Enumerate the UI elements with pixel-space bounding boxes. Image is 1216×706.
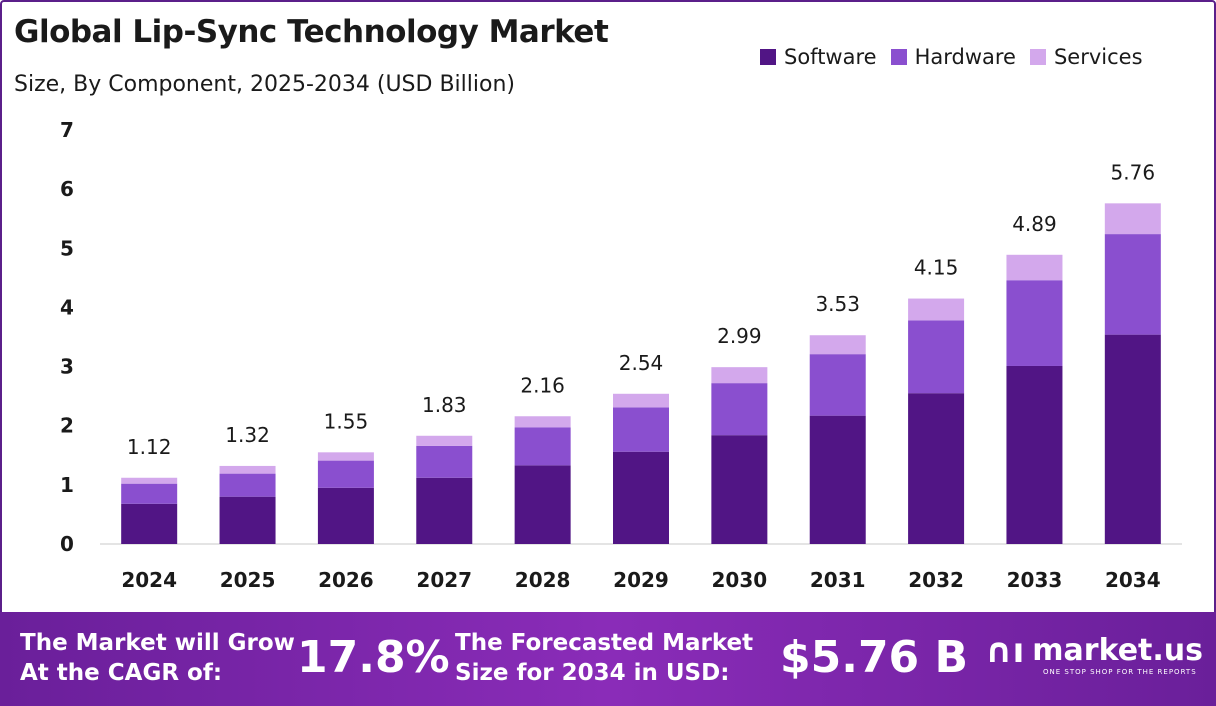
y-tick-label: 0: [60, 532, 74, 556]
bar-segment-hardware: [514, 427, 571, 466]
x-tick-label: 2027: [416, 568, 472, 592]
y-tick-label: 3: [60, 355, 74, 379]
bar-segment-hardware: [416, 445, 473, 478]
x-tick-label: 2030: [712, 568, 768, 592]
y-tick-label: 7: [60, 118, 74, 142]
data-label-total: 1.83: [422, 393, 467, 417]
cagr-label: The Market will Grow At the CAGR of:: [20, 630, 295, 686]
legend-swatch-services: [1029, 49, 1046, 65]
brand-logo: ∩ı market.us ONE STOP SHOP FOR THE REPOR…: [985, 631, 1204, 676]
x-tick-label: 2026: [318, 568, 374, 592]
bar-segment-hardware: [1104, 234, 1161, 335]
data-label-total: 2.16: [520, 373, 565, 397]
bar-segment-software: [219, 496, 276, 544]
data-label-total: 2.54: [619, 351, 664, 375]
bar-segment-software: [317, 487, 374, 544]
bar-segment-services: [908, 298, 965, 321]
data-label-total: 1.12: [127, 435, 172, 459]
bar-segment-services: [416, 435, 473, 446]
bar-segment-services: [1104, 203, 1161, 235]
bar-segment-software: [908, 393, 965, 544]
bar-segment-software: [809, 415, 866, 544]
forecast-label: The Forecasted Market Size for 2034 in U…: [455, 630, 754, 686]
legend: Software Hardware Services: [760, 45, 1143, 69]
bar-segment-software: [416, 477, 473, 544]
x-tick-label: 2028: [515, 568, 571, 592]
legend-label-services: Services: [1053, 45, 1143, 69]
data-label-total: 2.99: [717, 324, 762, 348]
bar-segment-services: [1006, 254, 1063, 281]
brand-logo-icon: ∩ı: [985, 631, 1025, 671]
bar-segment-services: [514, 416, 571, 428]
bar-segment-hardware: [1006, 280, 1063, 366]
bar-segment-software: [711, 435, 768, 544]
bar-segment-services: [317, 452, 374, 461]
bar-segment-services: [711, 367, 768, 384]
legend-item-software: Software: [760, 45, 877, 69]
bar-segment-services: [613, 393, 669, 408]
legend-item-services: Services: [1029, 45, 1143, 69]
x-tick-label: 2033: [1007, 568, 1063, 592]
x-tick-label: 2025: [220, 568, 276, 592]
chart-subtitle: Size, By Component, 2025-2034 (USD Billi…: [14, 72, 515, 97]
bar-segment-software: [1006, 365, 1063, 544]
bar-segment-software: [514, 465, 571, 544]
brand-tagline: ONE STOP SHOP FOR THE REPORTS: [1043, 668, 1197, 676]
bar-segment-services: [809, 335, 866, 355]
cagr-value: 17.8%: [297, 632, 450, 683]
legend-label-software: Software: [784, 45, 877, 69]
x-tick-label: 2034: [1105, 568, 1161, 592]
data-label-total: 5.76: [1111, 160, 1156, 184]
data-label-total: 4.89: [1012, 212, 1057, 236]
bar-segment-software: [613, 451, 669, 544]
y-tick-label: 5: [60, 236, 74, 260]
bar-segment-hardware: [908, 320, 965, 394]
data-label-total: 1.55: [324, 409, 369, 433]
legend-label-hardware: Hardware: [914, 45, 1016, 69]
data-label-total: 4.15: [914, 256, 959, 280]
legend-swatch-software: [760, 49, 776, 65]
y-tick-label: 6: [60, 177, 74, 201]
x-tick-label: 2031: [810, 568, 866, 592]
bar-segment-hardware: [613, 407, 669, 452]
x-tick-label: 2032: [908, 568, 964, 592]
data-label-total: 1.32: [225, 423, 270, 447]
bar-segment-hardware: [121, 483, 178, 504]
footer-banner: The Market will Grow At the CAGR of: 17.…: [0, 612, 1216, 706]
bar-segment-services: [121, 477, 178, 484]
y-tick-label: 4: [60, 295, 74, 319]
bar-segment-services: [219, 465, 276, 474]
bar-segment-software: [121, 503, 178, 544]
legend-item-hardware: Hardware: [890, 45, 1016, 69]
data-label-total: 3.53: [815, 292, 860, 316]
y-tick-label: 1: [60, 473, 74, 497]
y-tick-label: 2: [60, 414, 74, 438]
bar-segment-hardware: [711, 383, 768, 436]
x-tick-label: 2024: [121, 568, 177, 592]
bar-segment-hardware: [809, 354, 866, 416]
bar-segment-hardware: [317, 460, 374, 488]
legend-swatch-hardware: [890, 49, 907, 65]
bar-segment-software: [1104, 334, 1161, 544]
stacked-bar-chart: 0 1 2 3 4 5 6 7 1.12 2024 1.32 2025 1.55 2026 1.83 2027…: [60, 118, 1182, 592]
x-tick-label: 2029: [613, 568, 669, 592]
chart-title: Global Lip-Sync Technology Market: [14, 14, 609, 50]
forecast-value: $5.76 B: [780, 632, 969, 683]
brand-name: market.us: [1032, 633, 1204, 668]
bar-segment-hardware: [219, 473, 276, 497]
